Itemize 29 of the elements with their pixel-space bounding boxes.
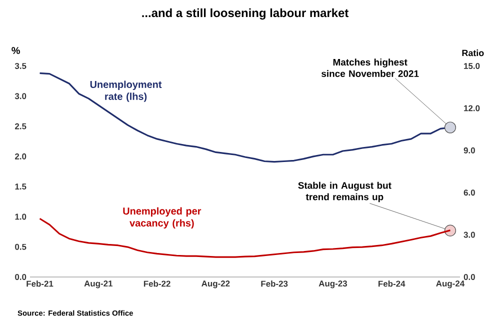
chart-title: ...and a still loosening labour market [142, 8, 348, 20]
y-tick-label: 0.0 [15, 274, 26, 280]
y-tick-label: 2.0 [15, 153, 26, 160]
x-tick-label: Aug-24 [436, 280, 465, 288]
y2-tick-label: 12.0 [464, 105, 480, 112]
y-tick-label: 0.5 [15, 244, 26, 250]
y2-tick-label: 3.0 [464, 232, 475, 238]
y-tick-label: 1.5 [15, 184, 26, 190]
series-label: Unemployment rate (lhs) [90, 80, 162, 102]
series-label: Unemployed per vacancy (rhs) [123, 207, 202, 229]
annotation: Stable in August but trend remains up [298, 182, 392, 202]
annotation: Matches highest since November 2021 [321, 58, 419, 78]
y2-tick-label: 9.0 [464, 147, 475, 154]
y-tick-label: 2.5 [15, 123, 26, 130]
y-axis-title: % [12, 47, 20, 54]
x-tick-label: Feb-24 [378, 280, 406, 287]
y2-tick-label: 15.0 [464, 63, 480, 69]
x-tick-label: Feb-21 [26, 280, 54, 287]
y2-tick-label: 0.0 [464, 274, 475, 280]
x-tick-label: Aug-22 [202, 280, 230, 288]
y2-axis-title: Ratio [462, 50, 484, 56]
y-tick-label: 3.0 [14, 93, 26, 100]
x-tick-label: Aug-21 [84, 280, 113, 288]
x-tick-label: Feb-22 [144, 280, 170, 287]
y-tick-label: 1.0 [15, 214, 26, 220]
x-tick-label: Aug-23 [318, 280, 348, 288]
y2-tick-label: 6.0 [464, 190, 475, 196]
y-tick-label: 3.5 [14, 63, 26, 69]
x-tick-label: Feb-23 [261, 280, 288, 287]
